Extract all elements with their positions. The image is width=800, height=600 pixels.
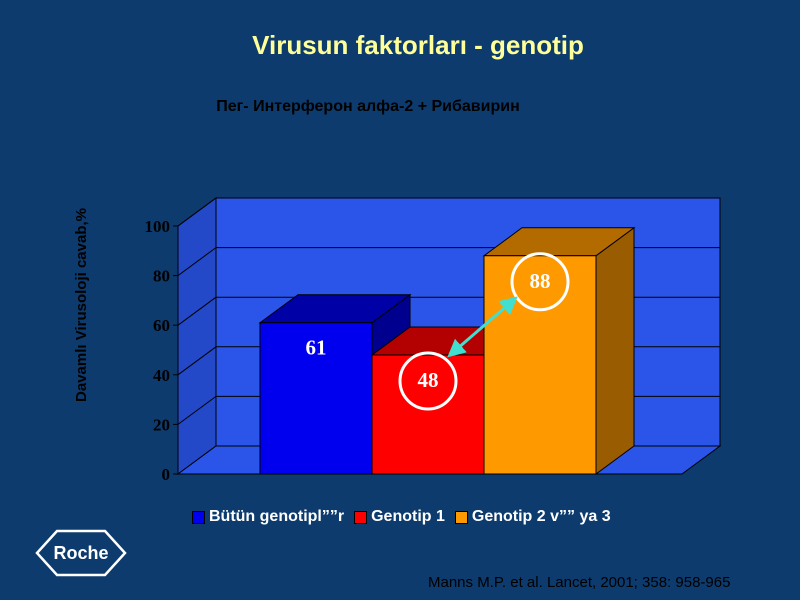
comparison-arrow — [447, 296, 518, 358]
legend-item-genotype-1: Genotip 1 — [354, 508, 445, 526]
gridline-side — [177, 346, 217, 376]
y-tick-label: 40 — [153, 366, 170, 385]
chart-subtitle: Пег- Интерферон алфа-2 + Рибавирин — [216, 98, 520, 115]
y-tick-label: 20 — [153, 415, 170, 434]
data-label: 48 — [418, 368, 439, 392]
legend-label: Genotip 2 v”” ya 3 — [471, 508, 611, 525]
roche-logo: Roche — [35, 529, 127, 577]
legend-swatch-orange — [454, 510, 468, 524]
highlight-circle — [510, 252, 570, 312]
chart-title: Virusun faktorları - genotip — [252, 30, 584, 60]
data-label: 88 — [530, 269, 551, 293]
gridline-side — [177, 247, 217, 277]
y-tick-label: 60 — [153, 316, 170, 335]
y-tick-label: 80 — [153, 267, 170, 286]
gridline-side — [177, 395, 217, 425]
y-tick-label: 100 — [145, 217, 171, 236]
plot-side-wall — [177, 197, 217, 475]
y-axis-label: Davamlı Virusoloji cavab,% — [73, 208, 90, 402]
gridline-side — [177, 296, 217, 326]
chart-legend: Bütün genotipl””r Genotip 1 Genotip 2 v”… — [192, 508, 611, 526]
bar — [483, 255, 597, 475]
legend-swatch-red — [354, 510, 368, 524]
legend-item-all-genotypes: Bütün genotipl””r — [192, 508, 344, 526]
highlight-circle — [398, 351, 458, 411]
legend-label: Bütün genotipl””r — [209, 508, 345, 525]
legend-item-genotype-2-3: Genotip 2 v”” ya 3 — [454, 508, 611, 526]
gridline-side — [177, 197, 217, 227]
roche-logo-text: Roche — [53, 543, 108, 563]
legend-label: Genotip 1 — [371, 508, 445, 525]
y-tick-label: 0 — [162, 465, 171, 484]
citation: Manns M.P. et al. Lancet, 2001; 358: 958… — [428, 574, 731, 591]
legend-swatch-blue — [192, 510, 205, 524]
bar-side — [595, 226, 635, 475]
data-label: 61 — [306, 336, 327, 360]
